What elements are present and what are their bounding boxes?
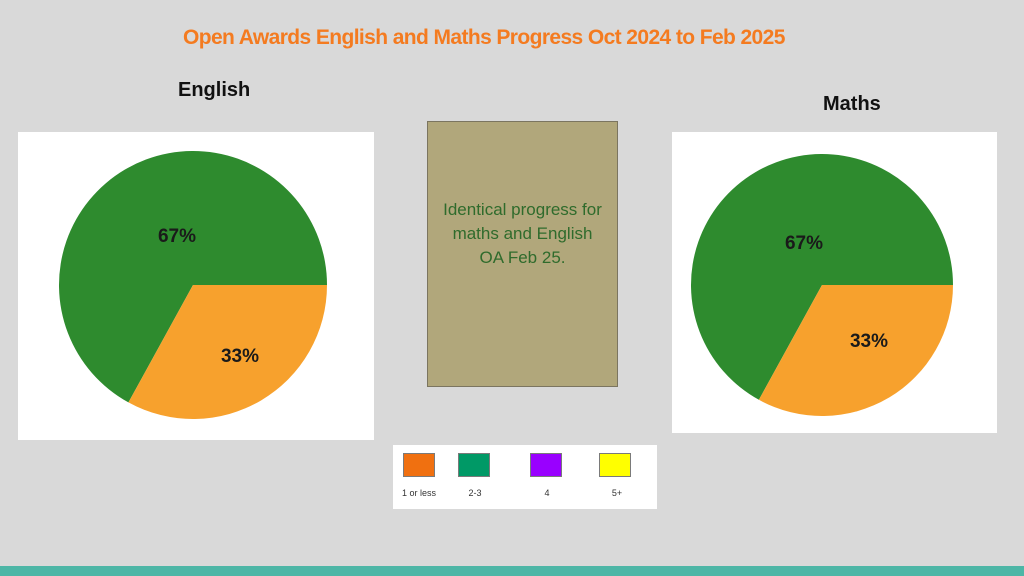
slice-label: 67%	[785, 233, 823, 254]
english-pie-svg: 67% 33%	[59, 151, 328, 419]
note-text: Identical progress for maths and English…	[443, 200, 602, 267]
slice-label: 33%	[221, 346, 259, 367]
note-box: Identical progress for maths and English…	[427, 121, 618, 387]
english-chart-title: English	[178, 79, 251, 101]
legend-label: 1 or less	[401, 488, 436, 498]
legend-swatch	[403, 453, 435, 477]
maths-chart-title: Maths	[823, 93, 881, 115]
legend-item-1-or-less: 1 or less	[393, 445, 453, 509]
legend: 1 or less 2-3 4 5+	[393, 445, 657, 509]
maths-chart: 67% 33%	[672, 132, 997, 433]
pie-slice-33	[758, 285, 953, 416]
pie-slice-33	[128, 285, 327, 419]
slice-label: 33%	[850, 331, 888, 352]
english-chart: 67% 33%	[18, 132, 374, 440]
maths-pie-svg: 67% 33%	[691, 154, 953, 416]
legend-swatch	[458, 453, 490, 477]
legend-item-2-3: 2-3	[457, 445, 517, 509]
pie-slice-67	[59, 151, 328, 403]
legend-label: 5+	[611, 488, 623, 498]
pie-slice-67	[691, 154, 953, 400]
legend-item-4: 4	[529, 445, 589, 509]
bottom-accent-bar	[0, 566, 1024, 576]
legend-label: 4	[544, 488, 550, 498]
legend-label: 2-3	[468, 488, 482, 498]
legend-swatch	[599, 453, 631, 477]
legend-item-5-plus: 5+	[599, 445, 659, 509]
page-title: Open Awards English and Maths Progress O…	[183, 26, 785, 49]
slice-label: 67%	[158, 226, 196, 247]
legend-swatch	[530, 453, 562, 477]
